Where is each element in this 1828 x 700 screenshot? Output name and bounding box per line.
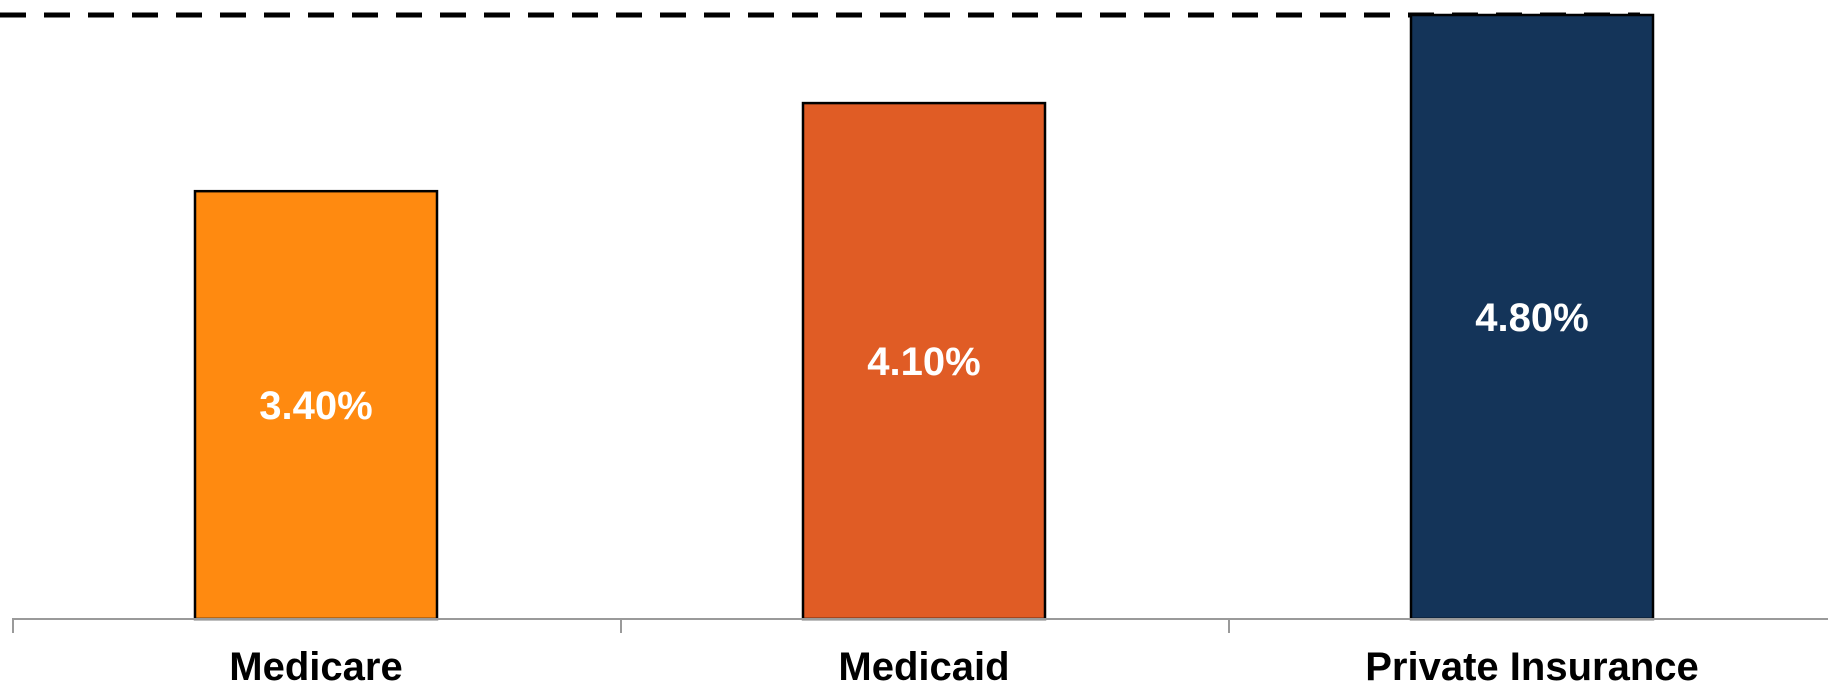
data-label-private-insurance: 4.80% [1475, 296, 1588, 340]
bar-medicaid [801, 101, 1047, 621]
x-axis-ticks [12, 619, 1230, 633]
category-label-medicaid: Medicaid [838, 645, 1009, 689]
category-label-private-insurance: Private Insurance [1365, 645, 1699, 689]
category-label-medicare: Medicare [229, 645, 402, 689]
bars-group [193, 13, 1655, 621]
data-labels-group: 3.40% 4.10% 4.80% [259, 296, 1588, 428]
data-label-medicaid: 4.10% [867, 340, 980, 384]
data-label-medicare: 3.40% [259, 384, 372, 428]
bar-medicare [193, 189, 439, 621]
category-labels-group: Medicare Medicaid Private Insurance [229, 645, 1698, 689]
